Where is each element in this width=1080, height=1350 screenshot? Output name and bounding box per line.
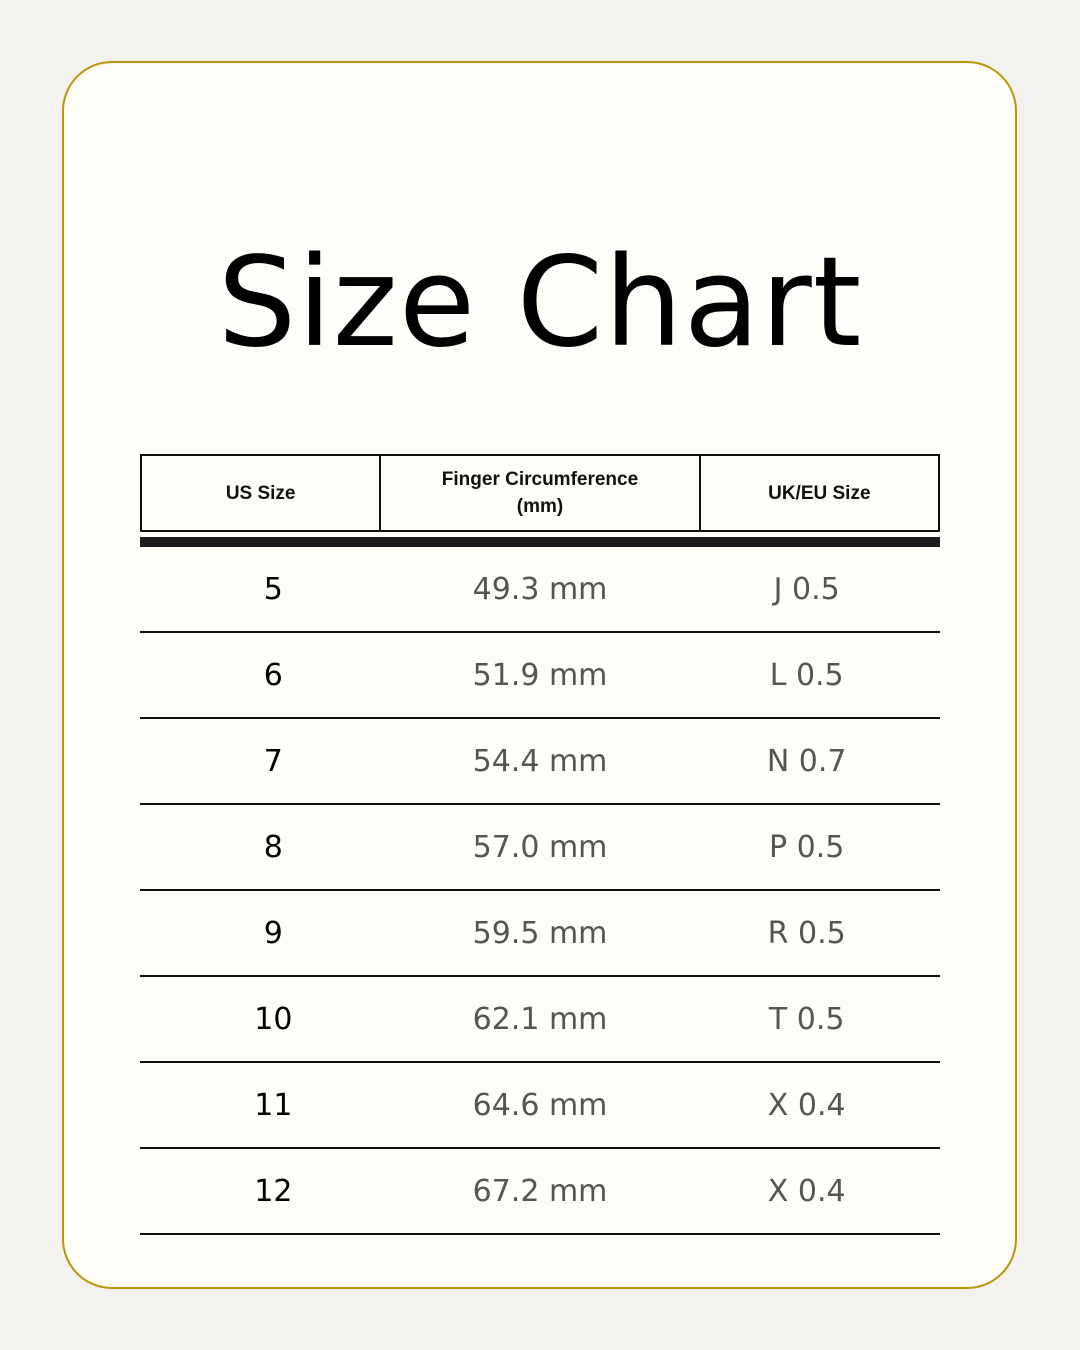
cell-us: 12 [254,1173,293,1209]
cell-us: 11 [254,1087,293,1123]
table-row: 11 64.6 mm X 0.4 [140,1063,940,1149]
cell-mm: 59.5 mm [472,915,608,951]
table-header: US Size Finger Circumference (mm) UK/EU … [140,454,940,532]
header-uk-eu-size: UK/EU Size [768,482,871,504]
cell-us: 6 [263,657,283,693]
table-body: 5 49.3 mm J 0.5 6 51.9 mm L 0.5 7 54.4 mm N 0.7 8… [140,547,940,1235]
page-title: Size Chart [217,231,863,375]
cell-uk: L 0.5 [769,657,844,693]
table-row: 7 54.4 mm N 0.7 [140,719,940,805]
cell-mm: 51.9 mm [472,657,608,693]
cell-uk: X 0.4 [767,1173,846,1209]
cell-uk: X 0.4 [767,1087,846,1123]
cell-uk: P 0.5 [769,829,845,865]
cell-uk: N 0.7 [766,743,847,779]
table-row: 9 59.5 mm R 0.5 [140,891,940,977]
header-us-size: US Size [142,456,382,530]
table-row: 8 57.0 mm P 0.5 [140,805,940,891]
cell-mm: 54.4 mm [472,743,608,779]
cell-uk: T 0.5 [768,1001,845,1037]
cell-mm: 67.2 mm [472,1173,608,1209]
table-row: 6 51.9 mm L 0.5 [140,633,940,719]
size-chart-card [62,61,1017,1289]
cell-us: 10 [254,1001,293,1037]
cell-uk: R 0.5 [767,915,846,951]
cell-uk: J 0.5 [773,571,840,607]
header-divider [140,537,940,547]
cell-mm: 64.6 mm [472,1087,608,1123]
cell-us: 7 [263,743,283,779]
cell-us: 9 [263,915,283,951]
cell-mm: 49.3 mm [472,571,608,607]
cell-mm: 62.1 mm [472,1001,608,1037]
table-row: 12 67.2 mm X 0.4 [140,1149,940,1235]
header-finger-circumference: Finger Circumference (mm) [381,456,701,530]
table-row: 5 49.3 mm J 0.5 [140,547,940,633]
cell-us: 8 [263,829,283,865]
cell-us: 5 [263,571,283,607]
cell-mm: 57.0 mm [472,829,608,865]
table-row: 10 62.1 mm T 0.5 [140,977,940,1063]
